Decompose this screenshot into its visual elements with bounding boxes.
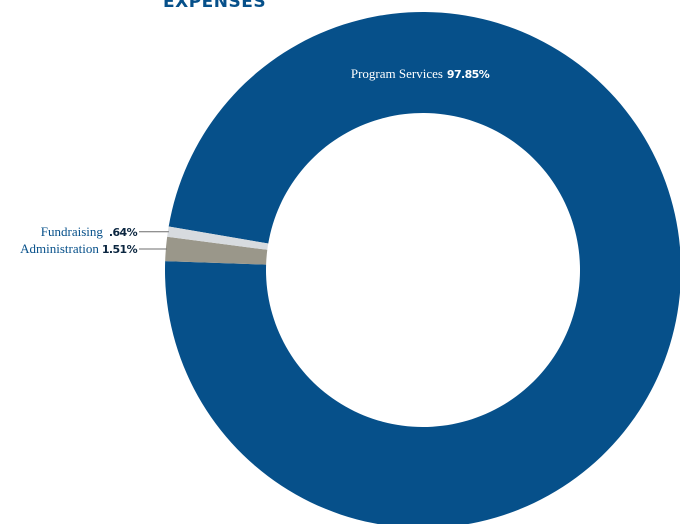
slice-label-text: Fundraising (41, 224, 104, 239)
slice-label-text: Program Services (351, 66, 443, 81)
slice-label-fundraising: Fundraising .64% (41, 224, 138, 239)
slice-program-services (165, 12, 680, 524)
donut-slices (165, 12, 680, 524)
slice-label-administration: Administration 1.51% (20, 241, 137, 256)
slice-value-label: .64% (109, 226, 138, 239)
slice-label-text: Administration (20, 241, 99, 256)
slice-value-label: 97.85% (447, 68, 490, 81)
slice-fundraising (167, 226, 269, 250)
slice-labels: Program Services 97.85% Administration 1.51… (20, 66, 490, 256)
slice-label-program-services: Program Services 97.85% (351, 66, 490, 81)
chart-title: EXPENSES (163, 0, 266, 12)
slice-administration (165, 236, 268, 265)
slice-value-label: 1.51% (102, 243, 138, 256)
